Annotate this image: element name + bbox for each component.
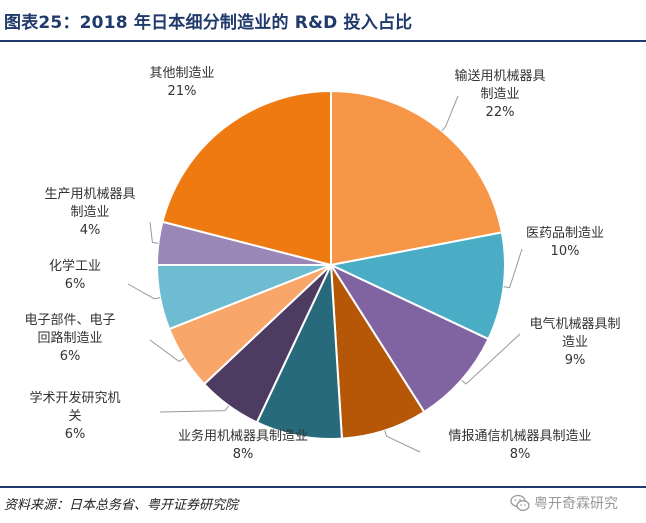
pie-slice-1 — [330, 89, 504, 267]
leader-line-3 — [461, 333, 521, 385]
slice-label-2: 医药品制造业 — [526, 226, 604, 241]
slice-percent-7: 6% — [60, 349, 81, 364]
footer-divider — [0, 486, 646, 488]
slice-label-5: 业务用机械器具制造业 — [178, 428, 308, 444]
slice-label-8: 化学工业 — [49, 258, 101, 274]
pie-slices — [155, 89, 507, 441]
leader-line-4 — [384, 430, 421, 453]
leader-lines — [127, 95, 523, 453]
source-note: 资料来源：日本总务省、粤开证券研究院 — [4, 498, 239, 513]
slice-labels: 输送用机械器具制造业22%医药品制造业10%电气机械器具制造业9%情报通信机械器… — [24, 66, 620, 462]
slice-percent-2: 10% — [551, 244, 580, 259]
pie-chart: 输送用机械器具制造业22%医药品制造业10%电气机械器具制造业9%情报通信机械器… — [24, 66, 620, 462]
pie-slice-3 — [328, 262, 490, 414]
slice-label-3: 电气机械器具制 — [529, 316, 620, 332]
slice-label-4: 情报通信机械器具制造业 — [448, 429, 591, 444]
leader-line-6 — [159, 405, 230, 413]
slice-label-10: 其他制造业 — [149, 66, 214, 81]
slice-label-7: 回路制造业 — [37, 330, 102, 346]
slice-percent-4: 8% — [510, 447, 531, 462]
watermark-text: 粤开奇霖研究 — [534, 496, 618, 512]
leader-line-1 — [441, 95, 459, 132]
leader-line-8 — [127, 283, 161, 300]
wechat-icon — [510, 494, 530, 511]
slice-percent-1: 22% — [486, 105, 515, 120]
page-title: 图表25：2018 年日本细分制造业的 R&D 投入占比 — [4, 13, 413, 33]
slice-label-7: 电子部件、电子 — [24, 313, 115, 328]
title-bar: 图表25：2018 年日本细分制造业的 R&D 投入占比 — [0, 0, 646, 42]
slice-label-1: 制造业 — [480, 87, 519, 102]
leader-line-2 — [503, 248, 523, 289]
slice-percent-9: 4% — [80, 223, 101, 238]
slice-label-9: 生产用机械器具 — [44, 187, 135, 202]
slice-percent-6: 6% — [65, 427, 86, 442]
slice-percent-3: 9% — [565, 353, 586, 368]
pie-slice-10 — [161, 89, 332, 267]
slice-label-6: 学术开发研究机 — [29, 390, 120, 406]
leader-line-7 — [149, 339, 185, 363]
leader-line-9 — [149, 221, 159, 244]
slice-percent-5: 8% — [233, 447, 254, 462]
slice-label-6: 关 — [68, 409, 81, 424]
slice-label-1: 输送用机械器具 — [454, 68, 545, 84]
slice-label-3: 造业 — [562, 335, 588, 350]
slice-percent-8: 6% — [65, 277, 86, 292]
slice-label-9: 制造业 — [70, 205, 109, 220]
watermark: 粤开奇霖研究 — [510, 493, 618, 513]
slice-percent-10: 21% — [168, 84, 197, 99]
